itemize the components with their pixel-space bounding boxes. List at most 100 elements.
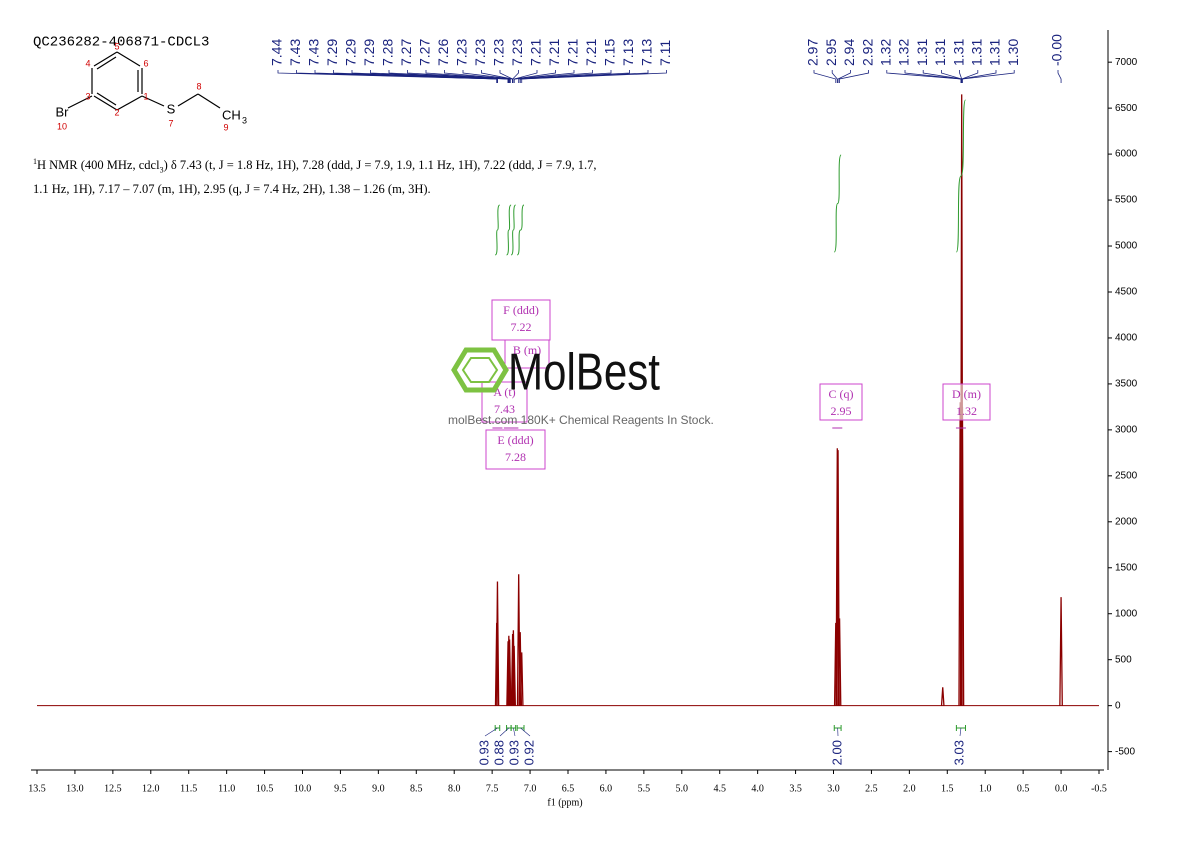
peak-label: 7.23 [491,39,507,66]
multiplet-shift: 1.32 [956,404,977,418]
x-tick-label: 6.0 [600,783,613,794]
y-tick-label: 4500 [1115,287,1138,298]
atom-label: 3 [242,115,247,125]
peak-label: 2.95 [823,39,839,66]
peak-label: 7.27 [398,39,414,66]
y-tick-label: 5500 [1115,195,1138,206]
x-tick-label: 12.5 [104,783,122,794]
y-tick-label: 2500 [1115,470,1138,481]
x-tick-label: 3.5 [789,783,802,794]
multiplet-name: E (ddd) [497,433,533,447]
x-tick-label: 13.0 [66,783,84,794]
y-tick-label: 0 [1115,700,1121,711]
multiplet-name: D (m) [952,387,981,401]
peak-label-connector [886,70,962,83]
integral-curve [506,204,512,256]
peak-label: 1.31 [914,39,930,66]
x-tick-label: 0.0 [1055,783,1068,794]
peak [837,618,842,706]
peak-label: 7.11 [657,40,673,66]
multiplet-box [819,383,863,421]
peak-label: 2.92 [859,39,875,66]
atom-label: Br [56,104,70,119]
y-tick-label: 1500 [1115,562,1138,573]
integral-label: 0.93 [476,740,491,765]
peak-label: 1.31 [950,39,966,66]
atom-number: 3 [85,91,90,101]
atom-number: 6 [143,58,148,68]
peak-label-connector [519,70,649,83]
peak-label: 1.31 [987,39,1003,66]
peak-label-connector [837,70,851,83]
integral-label: 0.88 [491,740,506,765]
peak [519,652,524,706]
y-tick-label: -500 [1115,746,1135,757]
x-tick-label: 3.0 [827,783,840,794]
desc-part: ) δ 7.43 (t, J = 1.8 Hz, 1H), 7.28 (ddd,… [33,158,597,196]
peak-label: 7.26 [435,39,451,66]
chart-title: QC236282-406871-CDCL3 [33,35,209,51]
peak-label-connector [904,70,962,83]
y-tick-label: 6000 [1115,149,1138,160]
peak [511,630,516,706]
peak-label: 7.21 [583,39,599,66]
x-tick-label: 2.0 [903,783,916,794]
multiplet-box [942,383,991,421]
y-tick-label: 2000 [1115,516,1138,527]
peak [940,687,945,706]
peak-label-connector [513,70,593,83]
peak [495,581,500,706]
x-tick-label: 7.5 [486,783,499,794]
x-tick-label: 4.0 [751,783,764,794]
x-tick-label: 9.0 [372,783,385,794]
peak-label-connector [444,70,511,83]
peak-label-connector [425,70,510,83]
atom-number: 8 [196,81,201,91]
integral-connector [484,727,498,737]
desc-part: H NMR (400 MHz, cdcl [37,158,160,173]
peak-label: 7.43 [306,39,322,66]
peak-label: 7.27 [417,39,433,66]
peak-label-connector [512,70,519,83]
y-tick-label: 7000 [1115,57,1138,68]
integral-curve [955,99,966,253]
x-tick-label: 6.5 [562,783,575,794]
multiplet-shift: 7.22 [511,320,532,334]
x-tick-label: 11.5 [180,783,197,794]
x-tick-label: 10.0 [294,783,312,794]
peak-label-connector [1057,70,1062,83]
x-tick-label: 7.0 [524,783,537,794]
peak-label: 7.23 [509,39,525,66]
peak-label: 1.30 [1005,39,1021,66]
multiplet-box [504,339,550,369]
integral-curve [510,204,517,256]
peak-label: 1.31 [969,39,985,66]
peak-label: 7.21 [565,39,581,66]
atom-label: CH [222,107,241,122]
peak-label-connector [839,70,869,83]
peak-label-connector [388,70,510,83]
x-axis-label: f1 (ppm) [547,797,582,808]
y-tick-label: 1000 [1115,608,1138,619]
atom-number: 9 [223,122,228,132]
y-tick-label: 6500 [1115,103,1138,114]
peak-label: 1.31 [932,39,948,66]
y-tick-label: 3500 [1115,379,1138,390]
x-tick-label: 8.0 [448,783,461,794]
peak-label-connector [961,70,997,83]
peak-label: 7.21 [528,39,544,66]
peak [512,645,516,706]
peak-label-connector [314,70,498,83]
peak-label: 1.32 [896,39,912,66]
y-tick-label: 500 [1115,654,1132,665]
peak [835,448,840,706]
desc-part: 3 [159,165,164,175]
nmr-description: 1H NMR (400 MHz, cdcl3) δ 7.43 (t, J = 1… [33,153,608,198]
atom-number: 2 [114,107,119,117]
integral-connector [959,727,962,737]
integral-label: 0.93 [506,740,521,765]
x-tick-label: 13.5 [28,783,46,794]
peak-label: 1.32 [878,39,894,66]
peak-label-connector [521,70,667,83]
peak-label: 7.23 [472,39,488,66]
